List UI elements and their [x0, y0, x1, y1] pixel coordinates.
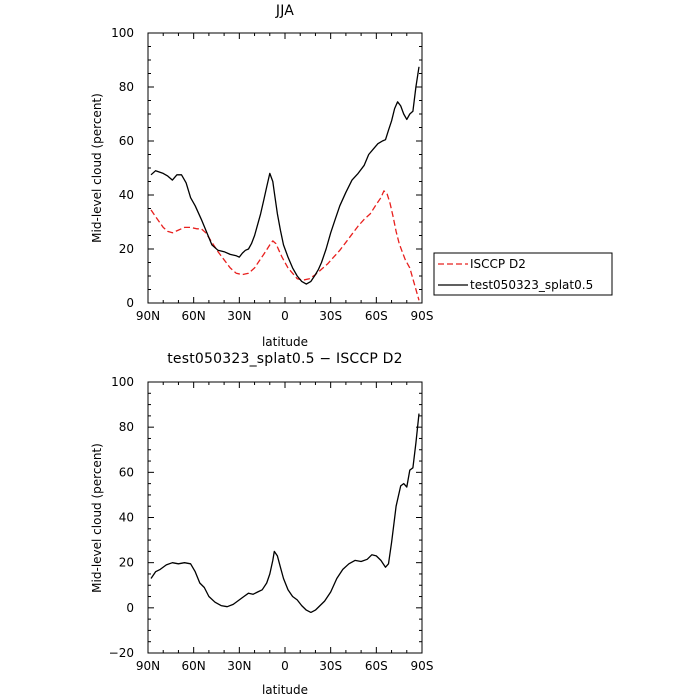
- top-chart-y-axis-label: Mid-level cloud (percent): [90, 93, 104, 243]
- bottom-chart-title: test050323_splat0.5 − ISCCP D2: [167, 351, 403, 367]
- y-tick-label: 100: [111, 26, 134, 40]
- x-tick-label: 60S: [365, 309, 388, 323]
- y-tick-label: 60: [119, 134, 134, 148]
- y-tick-label: 20: [119, 242, 134, 256]
- series-line-test050323-splat0-5: [150, 66, 420, 285]
- difference-series-line: [150, 413, 420, 614]
- bottom-chart-series: [150, 413, 420, 614]
- y-tick-label: 40: [119, 188, 134, 202]
- bottom-chart-x-axis-label: latitude: [262, 683, 308, 697]
- y-tick-label: 0: [126, 296, 134, 310]
- x-tick-label: 60S: [365, 659, 388, 673]
- y-tick-label: 100: [111, 375, 134, 389]
- y-tick-label: 60: [119, 465, 134, 479]
- x-tick-label: 90N: [136, 659, 160, 673]
- x-tick-label: 30S: [319, 659, 342, 673]
- x-tick-label: 90S: [411, 659, 434, 673]
- legend-label-test050323: test050323_splat0.5: [470, 278, 593, 292]
- top-chart-plot-frame: [147, 32, 423, 304]
- top-chart-title: JJA: [275, 3, 294, 19]
- y-tick-label: −20: [109, 646, 134, 660]
- top-chart-x-axis-label: latitude: [262, 335, 308, 349]
- y-tick-label: 80: [119, 420, 134, 434]
- y-tick-label: 0: [126, 601, 134, 615]
- y-tick-label: 20: [119, 556, 134, 570]
- bottom-chart-ticks: [147, 381, 423, 654]
- bottom-chart-tick-labels: 90N 60N 30N 0 30S 60S 90S −20 0 20 40 60 80 100: [109, 375, 434, 673]
- x-tick-label: 30N: [227, 309, 251, 323]
- top-chart-ticks: [147, 32, 423, 304]
- top-chart-tick-labels: 90N 60N 30N 0 30S 60S 90S 0 20 40 60 80 100: [111, 26, 433, 323]
- x-tick-label: 60N: [182, 659, 206, 673]
- series-line-isccp-d2: [150, 190, 420, 301]
- x-tick-label: 0: [281, 659, 289, 673]
- x-tick-label: 60N: [182, 309, 206, 323]
- x-tick-label: 30N: [227, 659, 251, 673]
- bottom-chart: test050323_splat0.5 − ISCCP D2 90N 60N 30N…: [90, 351, 433, 697]
- y-tick-label: 40: [119, 511, 134, 525]
- x-tick-label: 0: [281, 309, 289, 323]
- legend-label-isccp-d2: ISCCP D2: [470, 257, 526, 271]
- x-tick-label: 90N: [136, 309, 160, 323]
- x-tick-label: 90S: [411, 309, 434, 323]
- bottom-chart-plot-frame: [147, 381, 423, 654]
- top-chart: JJA 90N 60N 30N 0 30S 60S 90S 0 20 40 60 80 100 lati…: [90, 3, 613, 349]
- top-chart-legend: ISCCP D2 test050323_splat0.5: [433, 252, 613, 296]
- legend-box: [433, 252, 613, 296]
- top-chart-series: [150, 66, 420, 301]
- y-tick-label: 80: [119, 80, 134, 94]
- x-tick-label: 30S: [319, 309, 342, 323]
- bottom-chart-y-axis-label: Mid-level cloud (percent): [90, 443, 104, 593]
